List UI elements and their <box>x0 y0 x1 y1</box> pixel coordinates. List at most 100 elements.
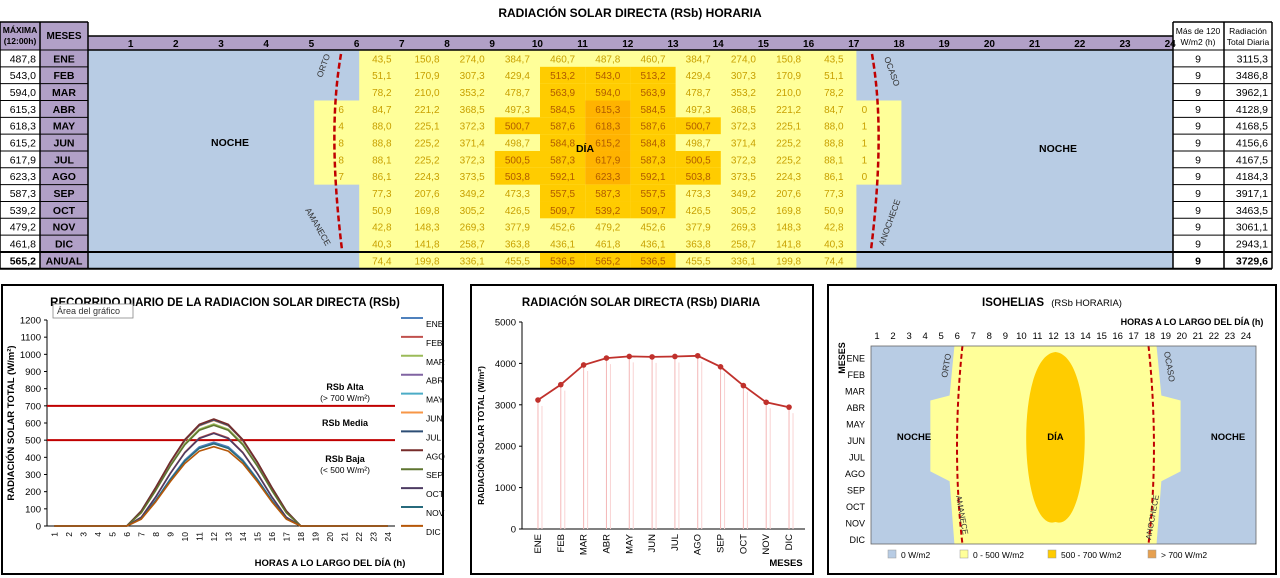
chart1-y-tick-label: 0 <box>36 522 41 533</box>
chart2-point <box>603 355 610 361</box>
chart2-y-label: RADIACIÓN SOLAR TOTAL (W/m²) <box>475 366 486 505</box>
table-edge-value-left: 6 <box>338 105 344 116</box>
table-cell-high-bg <box>630 201 676 219</box>
chart3-x-tick-label: 24 <box>1241 331 1252 342</box>
chart1-y-tick-label: 500 <box>25 436 41 447</box>
chart1-x-tick-label: 4 <box>93 532 103 537</box>
table-cell-value: 307,3 <box>731 71 756 82</box>
table-cell-value: 42,8 <box>824 223 844 234</box>
table-cell-value: 88,0 <box>824 122 844 133</box>
table-cell-high-bg <box>494 167 540 185</box>
table-edge-value-right: 1 <box>862 122 868 133</box>
table-row-hours-over: 9 <box>1195 154 1201 166</box>
table-row-total: 3463,5 <box>1236 205 1268 217</box>
chart1-legend-label: FEB <box>426 338 443 348</box>
table-row-total: 3729,6 <box>1236 255 1268 267</box>
table-row-max: 617,9 <box>10 154 36 166</box>
chart1-y-tick-label: 200 <box>25 487 41 498</box>
table-cell-value: 88,8 <box>372 139 392 150</box>
table-header-total: Radiación <box>1229 26 1267 36</box>
table-cell-high-bg <box>585 100 631 118</box>
table-cell-value: 258,7 <box>731 240 756 251</box>
chart1-x-tick-label: 13 <box>223 532 233 542</box>
table-row-total: 4184,3 <box>1236 171 1268 183</box>
chart3-orto-curve <box>956 345 964 545</box>
table-cell-value: 536,5 <box>550 256 575 267</box>
table-row-hours-over: 9 <box>1195 70 1201 82</box>
table-row-hours-over: 9 <box>1195 138 1201 150</box>
chart1-annotation-media: RSb Media <box>322 418 369 428</box>
chart1-plot: 0 100 200 300 400 500 600 700 800 900 1000 1100 1200… <box>5 316 445 570</box>
table-cell-value: 43,5 <box>372 54 392 65</box>
table-header-hour: 17 <box>848 39 860 50</box>
table-cell-value: 210,0 <box>776 88 801 99</box>
table-row-total: 2943,1 <box>1236 239 1268 251</box>
table-cell-high-bg <box>540 201 586 219</box>
table-cell-value: 592,1 <box>550 172 575 183</box>
table-cell-value: 207,6 <box>776 189 801 200</box>
table-cell-value: 584,5 <box>640 105 665 116</box>
chart3-y-tick-label: FEB <box>847 370 865 380</box>
chart3-legend-swatch <box>1147 549 1157 559</box>
chart3-y-tick-label: MAR <box>845 386 866 396</box>
chart2-x-tick-label: NOV <box>761 533 772 554</box>
table-header-hour: 2 <box>173 39 179 50</box>
chart3-x-tick-label: 5 <box>939 331 944 342</box>
table-cell-value: 363,8 <box>686 240 711 251</box>
table-cell-value: 592,1 <box>640 172 665 183</box>
chart2-x-tick-label: AGO <box>693 534 704 555</box>
table-cell-value: 210,0 <box>414 88 439 99</box>
chart3-noche-right: NOCHE <box>1211 432 1245 443</box>
table-cell-value: 509,7 <box>550 206 575 217</box>
table-header-hour: 19 <box>939 39 951 50</box>
table-cell-value: 503,8 <box>505 172 530 183</box>
chart3-x-tick-label: 20 <box>1177 331 1188 342</box>
table-cell-high-bg <box>630 66 676 84</box>
table-row-month: AGO <box>52 171 76 183</box>
table-cell-high-bg <box>630 134 676 151</box>
table-cell-value: 78,2 <box>824 88 844 99</box>
table-cell-value: 148,3 <box>414 223 439 234</box>
table-cell-value: 617,9 <box>595 155 620 166</box>
chart2-x-tick-label: SEP <box>716 534 727 553</box>
table-cell-value: 623,3 <box>595 172 620 183</box>
table-cell-value: 500,5 <box>505 155 530 166</box>
table-cell-value: 225,2 <box>414 139 439 150</box>
chart1-x-tick-label: 1 <box>49 532 59 537</box>
table-row-total: 3486,8 <box>1236 70 1268 82</box>
table-row-max: 615,3 <box>10 104 36 116</box>
table-header-hour: 3 <box>218 39 224 50</box>
table-edge-value-right: 1 <box>862 155 868 166</box>
table-cell-high-bg <box>585 184 631 202</box>
chart3-x-tick-label: 9 <box>1003 331 1008 342</box>
table-row-total: 4167,5 <box>1236 154 1268 166</box>
table-header-hour: 1 <box>128 39 134 50</box>
table-cell-value: 224,3 <box>414 172 439 183</box>
table-cell-high-bg <box>585 150 631 168</box>
table-cell-value: 384,7 <box>686 54 711 65</box>
table-header-hour: 7 <box>399 39 405 50</box>
table-cell-value: 84,7 <box>824 105 844 116</box>
table-cell-value: 487,8 <box>595 54 620 65</box>
table-cell-value: 269,3 <box>460 223 485 234</box>
table-cell-value: 461,8 <box>595 240 620 251</box>
chart1-legend-label: MAR <box>426 357 445 367</box>
chart2-frame <box>470 284 814 575</box>
table-row-max: 539,2 <box>10 205 36 217</box>
table-cell-value: 460,7 <box>640 54 665 65</box>
table-cell-high-bg <box>540 66 586 84</box>
table-header-total-sub: Total Diaria <box>1227 37 1270 47</box>
table-cell-value: 371,4 <box>731 139 756 150</box>
table-cell-value: 503,8 <box>686 172 711 183</box>
chart1-legend-label: MAY <box>426 395 444 405</box>
chart2-x-tick-label: MAR <box>579 534 590 555</box>
chart2-title: RADIACIÓN SOLAR DIRECTA (RSb) DIARIA <box>522 296 760 309</box>
table-cell-value: 436,1 <box>640 240 665 251</box>
table-row-hours-over: 9 <box>1195 255 1201 267</box>
chart1-annotation-baja-sub: (< 500 W/m²) <box>320 465 370 475</box>
table-header-hour: 11 <box>577 39 588 50</box>
table-cell-value: 51,1 <box>824 71 844 82</box>
table-cell-value: 141,8 <box>414 240 439 251</box>
table-cell-value: 84,7 <box>372 105 392 116</box>
table-cell-value: 587,3 <box>595 189 620 200</box>
